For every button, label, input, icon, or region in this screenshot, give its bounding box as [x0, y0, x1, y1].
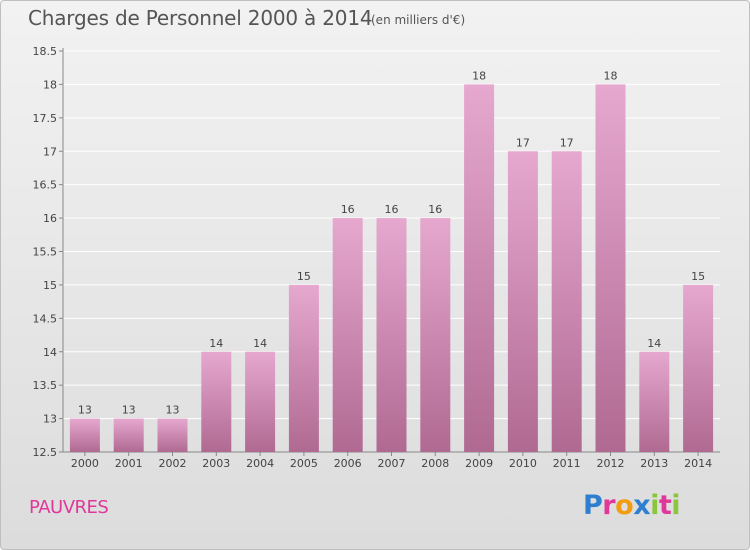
y-tick-label: 13.5: [33, 379, 58, 392]
bar-2010[interactable]: [507, 151, 538, 452]
bar-2005[interactable]: [288, 284, 319, 452]
y-tick-label: 17: [43, 145, 57, 158]
y-tick-label: 16: [43, 212, 57, 225]
bar-2014[interactable]: [683, 284, 714, 452]
bar-value-label: 15: [691, 270, 705, 283]
logo-letter: i: [671, 490, 681, 521]
bar-value-label: 18: [604, 69, 618, 82]
bars: [69, 84, 714, 453]
x-tick-label: 2005: [290, 457, 318, 470]
bar-2009[interactable]: [464, 84, 495, 453]
x-tick-label: 2010: [509, 457, 537, 470]
logo-letter: x: [633, 490, 651, 521]
commune-name: PAUVRES: [29, 497, 109, 518]
y-tick-label: 15.5: [33, 246, 58, 259]
bar-value-label: 16: [385, 203, 399, 216]
logo-letter: t: [658, 490, 672, 521]
bar-value-label: 16: [341, 203, 355, 216]
bar-value-label: 17: [516, 136, 530, 149]
x-tick-label: 2001: [115, 457, 143, 470]
bar-2007[interactable]: [376, 218, 407, 452]
x-tick-label: 2002: [159, 457, 187, 470]
bar-value-label: 14: [209, 337, 223, 350]
y-tick-label: 13: [43, 413, 57, 426]
y-tick-label: 16.5: [33, 179, 58, 192]
x-tick-label: 2012: [597, 457, 625, 470]
x-tick-label: 2007: [378, 457, 406, 470]
bar-2003[interactable]: [201, 351, 232, 452]
bar-value-label: 14: [647, 337, 661, 350]
bar-value-label: 15: [297, 270, 311, 283]
bar-2011[interactable]: [551, 151, 582, 452]
bar-value-label: 18: [472, 69, 486, 82]
y-tick-label: 18: [43, 78, 57, 91]
bar-2013[interactable]: [639, 351, 670, 452]
x-tick-label: 2013: [640, 457, 668, 470]
y-tick-label: 15: [43, 279, 57, 292]
x-tick-label: 2000: [71, 457, 99, 470]
logo-letter: r: [602, 490, 616, 521]
bar-value-label: 16: [428, 203, 442, 216]
logo-letter: P: [583, 490, 603, 521]
bar-2000[interactable]: [69, 418, 100, 452]
x-tick-label: 2008: [421, 457, 449, 470]
x-tick-label: 2003: [202, 457, 230, 470]
chart-title: Charges de Personnel 2000 à 2014: [28, 6, 373, 30]
y-tick-label: 17.5: [33, 112, 58, 125]
x-tick-label: 2004: [246, 457, 274, 470]
bar-value-label: 13: [78, 404, 92, 417]
proxiti-logo[interactable]: Proxiti: [583, 490, 681, 521]
chart-subtitle: (en milliers d'€): [371, 13, 466, 27]
x-tick-label: 2011: [553, 457, 581, 470]
y-tick-label: 14: [43, 346, 57, 359]
y-tick-label: 12.5: [33, 446, 58, 459]
logo-letter: o: [615, 490, 634, 521]
bar-2008[interactable]: [420, 218, 451, 452]
bar-value-label: 13: [166, 404, 180, 417]
x-tick-label: 2006: [334, 457, 362, 470]
x-tick-label: 2009: [465, 457, 493, 470]
bar-value-label: 13: [122, 404, 136, 417]
y-tick-label: 14.5: [33, 312, 58, 325]
bar-2002[interactable]: [157, 418, 188, 452]
labels: 13 2000 13 2001 13 2002 14 2003 14 2004 15 2005 16 20…: [71, 69, 712, 470]
bar-2006[interactable]: [332, 218, 363, 452]
y-tick-label: 18.5: [33, 45, 58, 58]
bar-2012[interactable]: [595, 84, 626, 453]
bar-value-label: 14: [253, 337, 267, 350]
bar-2004[interactable]: [245, 351, 276, 452]
bar-2001[interactable]: [113, 418, 144, 452]
x-tick-label: 2014: [684, 457, 712, 470]
logo-letter: i: [650, 490, 659, 521]
bar-value-label: 17: [560, 136, 574, 149]
